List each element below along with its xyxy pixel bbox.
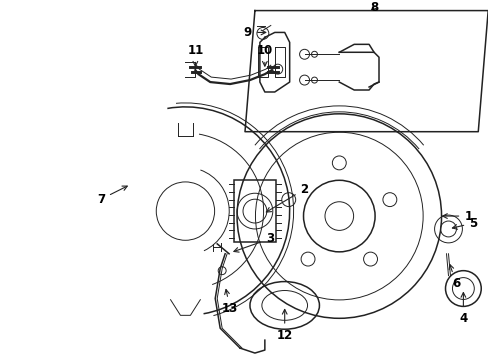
Bar [234, 180, 276, 242]
Text: 3: 3 [234, 233, 274, 252]
Text: 8: 8 [370, 1, 378, 14]
Text: 6: 6 [449, 265, 461, 290]
Text: 10: 10 [257, 44, 273, 66]
Text: 7: 7 [97, 186, 127, 206]
Text: 5: 5 [452, 216, 477, 230]
Text: 4: 4 [459, 293, 467, 325]
Text: 13: 13 [222, 289, 238, 315]
Text: 1: 1 [442, 210, 472, 222]
Text: 11: 11 [187, 44, 203, 66]
Text: 9: 9 [244, 26, 266, 39]
Text: 12: 12 [276, 310, 293, 342]
Text: 2: 2 [267, 183, 309, 212]
